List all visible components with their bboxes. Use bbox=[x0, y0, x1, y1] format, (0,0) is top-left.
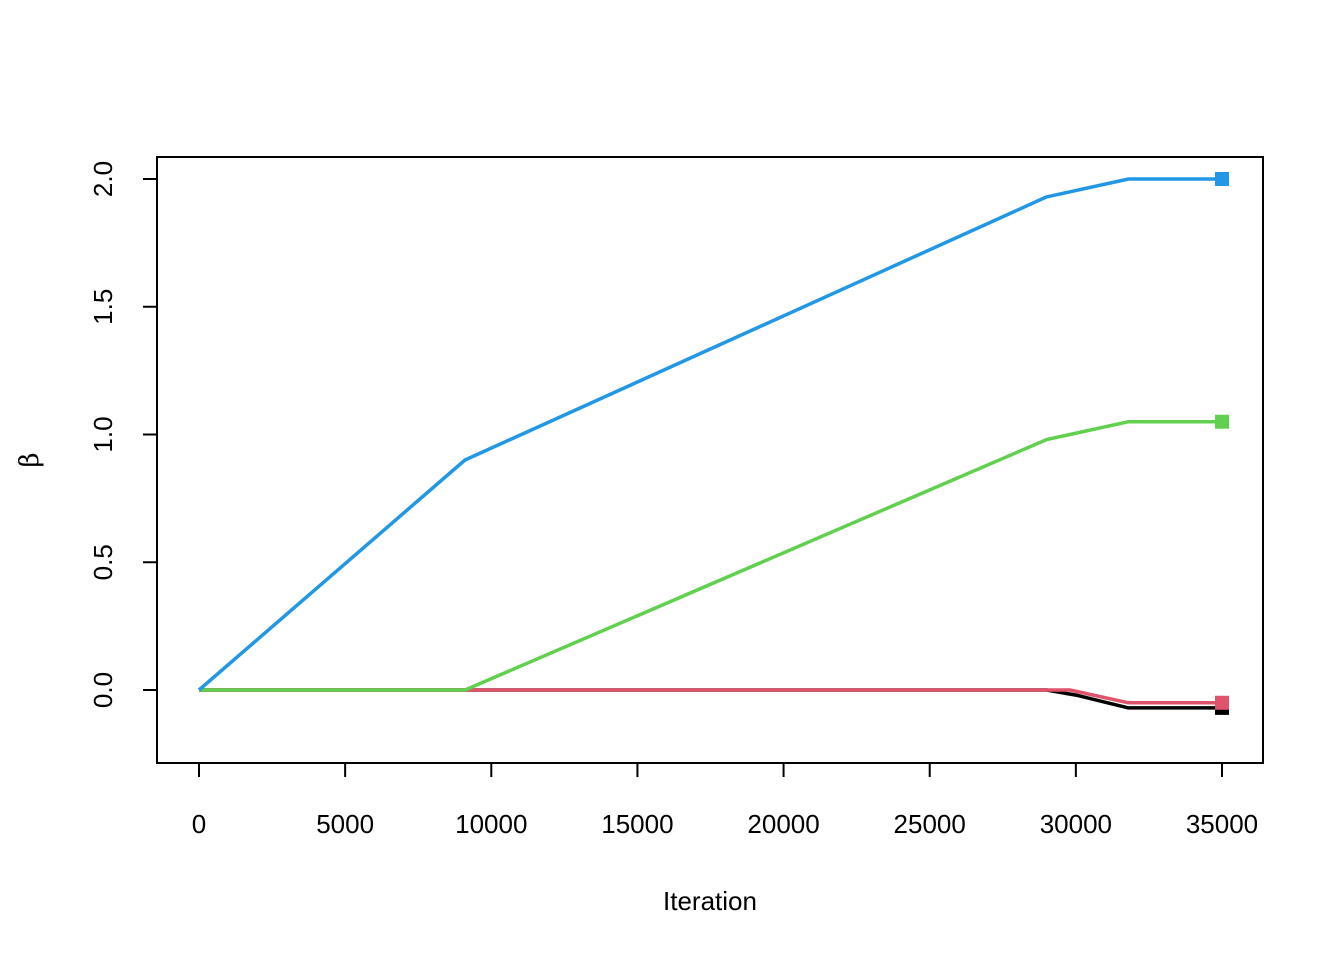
x-tick-label: 0 bbox=[192, 809, 206, 839]
y-tick-label: 1.0 bbox=[88, 416, 118, 452]
x-axis-title: Iteration bbox=[663, 886, 757, 916]
series-line-4 bbox=[197, 177, 1222, 692]
x-tick-label: 15000 bbox=[601, 809, 673, 839]
x-axis: 0 5000 10000 15000 20000 25000 30000 35000 bbox=[192, 762, 1258, 839]
y-tick-label: 1.5 bbox=[88, 289, 118, 325]
y-tick-label: 0.0 bbox=[88, 672, 118, 708]
x-tick-label: 10000 bbox=[455, 809, 527, 839]
x-tick-label: 35000 bbox=[1186, 809, 1258, 839]
x-tick-label: 25000 bbox=[894, 809, 966, 839]
y-tick-label: 2.0 bbox=[88, 161, 118, 197]
series-end-marker-4 bbox=[1215, 172, 1229, 186]
y-axis-title: β bbox=[15, 452, 45, 467]
x-tick-label: 20000 bbox=[747, 809, 819, 839]
series-line-2 bbox=[199, 688, 1222, 705]
series-end-marker-3 bbox=[1215, 414, 1229, 429]
plot-frame bbox=[156, 156, 1264, 764]
y-axis: 0.0 0.5 1.0 1.5 2.0 bbox=[88, 161, 158, 708]
series-end-marker-2 bbox=[1215, 695, 1229, 710]
series-layer bbox=[197, 172, 1229, 715]
y-tick-label: 0.5 bbox=[88, 544, 118, 580]
x-tick-label: 30000 bbox=[1040, 809, 1112, 839]
series-line-1 bbox=[199, 688, 1222, 710]
x-tick-label: 5000 bbox=[316, 809, 374, 839]
series-line-3 bbox=[199, 419, 1222, 692]
